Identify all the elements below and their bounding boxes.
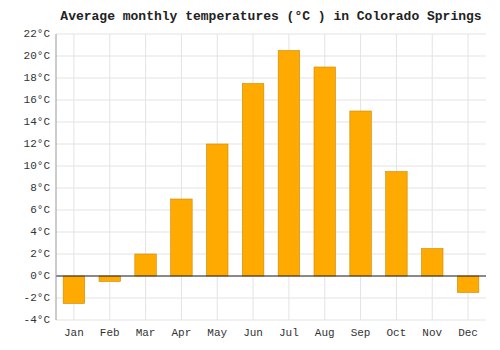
bar [207, 144, 229, 276]
bar [350, 111, 372, 276]
x-axis: Jan Feb Mar Apr May Jun Jul Aug Sep Oct Nov Dec [64, 327, 478, 339]
chart: -4°C -2°C 0°C 2°C 4°C 6°C 8°C 10°C 12°C 14°C 16°C 1… [0, 0, 500, 350]
y-grid-line [56, 320, 486, 321]
x-tick-label: Dec [458, 327, 478, 339]
x-tick-label: Aug [315, 327, 335, 339]
y-axis: -4°C -2°C 0°C 2°C 4°C 6°C 8°C 10°C 12°C 14°C 16°C 1… [24, 28, 51, 326]
zero-line [56, 275, 486, 276]
bar [99, 276, 121, 282]
chart-container: -4°C -2°C 0°C 2°C 4°C 6°C 8°C 10°C 12°C 14°C 16°C 1… [0, 0, 500, 350]
bar [135, 254, 157, 276]
y-tick-label: 18°C [24, 72, 51, 84]
x-tick-label: Mar [136, 327, 156, 339]
bar [386, 172, 408, 277]
y-tick-label: 8°C [30, 182, 50, 194]
bar [63, 276, 85, 304]
title: Average monthly temperatures (°C ) in Co… [60, 9, 481, 24]
y-grid-line [56, 56, 486, 57]
y-tick-label: -4°C [24, 314, 51, 326]
x-tick-label: Jun [243, 327, 263, 339]
x-grid-line [181, 34, 182, 320]
grid [56, 34, 486, 320]
x-tick-label: Sep [351, 327, 371, 339]
y-grid-line [56, 34, 486, 35]
bar [171, 199, 193, 276]
x-tick-label: May [207, 327, 227, 339]
x-tick-label: Apr [172, 327, 192, 339]
y-axis-line [56, 34, 57, 320]
y-tick-label: 0°C [30, 270, 50, 282]
y-tick-label: 16°C [24, 94, 51, 106]
y-tick-label: 2°C [30, 248, 50, 260]
x-grid-line [432, 34, 433, 320]
y-tick-label: 12°C [24, 138, 51, 150]
y-grid-line [56, 232, 486, 233]
y-grid-line [56, 298, 486, 299]
bar [457, 276, 479, 293]
x-tick-label: Jan [64, 327, 84, 339]
x-tick-label: Feb [100, 327, 120, 339]
y-grid-line [56, 166, 486, 167]
x-tick-label: Nov [422, 327, 442, 339]
y-tick-label: 10°C [24, 160, 51, 172]
x-tick-label: Oct [387, 327, 407, 339]
x-grid-line [145, 34, 146, 320]
y-grid-line [56, 276, 486, 277]
bar [314, 67, 336, 276]
y-tick-label: 6°C [30, 204, 50, 216]
x-tick-label: Jul [279, 327, 299, 339]
y-grid-line [56, 122, 486, 123]
bar [278, 51, 300, 277]
y-tick-label: -2°C [24, 292, 51, 304]
y-tick-label: 20°C [24, 50, 51, 62]
bar [242, 84, 263, 277]
y-grid-line [56, 210, 486, 211]
y-grid-line [56, 188, 486, 189]
y-tick-label: 4°C [30, 226, 50, 238]
y-grid-line [56, 78, 486, 79]
y-grid-line [56, 100, 486, 101]
y-tick-label: 22°C [24, 28, 51, 40]
y-grid-line [56, 144, 486, 145]
bar [422, 249, 444, 277]
y-tick-label: 14°C [24, 116, 51, 128]
bars [63, 51, 479, 304]
